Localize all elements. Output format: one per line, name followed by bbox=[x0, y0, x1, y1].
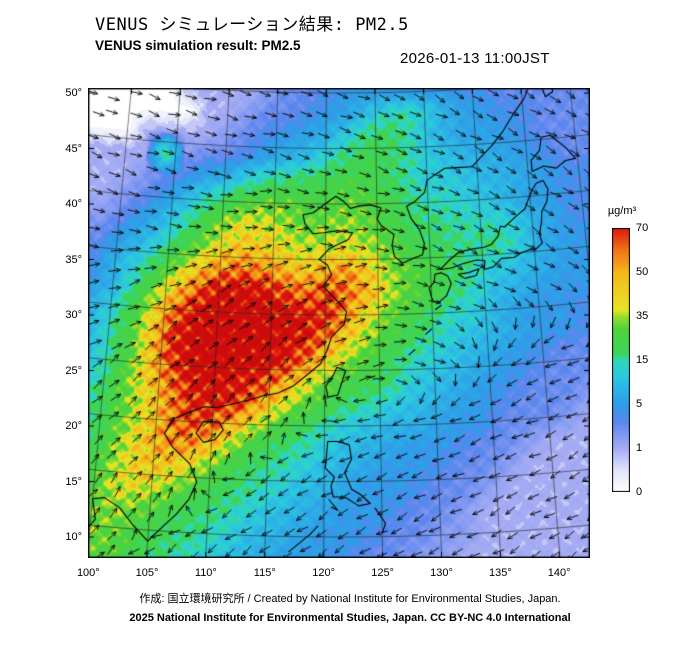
footer-credit: 作成: 国立環境研究所 / Created by National Instit… bbox=[139, 593, 561, 605]
lat-tick-label: 45° bbox=[65, 142, 82, 155]
map-plot: 50° 45° 40° 35° 30° 25° 20° 15° 10° 100° 105° 110°… bbox=[65, 87, 590, 579]
colorbar-tick-label: 35 bbox=[636, 310, 649, 322]
lat-tick-label: 25° bbox=[65, 364, 82, 377]
lat-tick-label: 40° bbox=[65, 198, 82, 210]
lon-tick-label: 140° bbox=[547, 567, 571, 579]
colorbar-tick-label: 0 bbox=[636, 486, 643, 498]
lat-tick-label: 20° bbox=[65, 420, 82, 432]
lon-tick-label: 100° bbox=[76, 567, 100, 579]
lon-tick-label: 110° bbox=[194, 567, 217, 579]
lat-tick-label: 50° bbox=[65, 87, 82, 99]
title-japanese: VENUS シミュレーション結果: PM2.5 bbox=[95, 15, 409, 35]
lat-tick-label: 35° bbox=[65, 253, 82, 266]
footer-license: 2025 National Institute for Environmenta… bbox=[129, 612, 571, 624]
lon-tick-label: 135° bbox=[488, 567, 512, 579]
lon-tick-label: 125° bbox=[371, 567, 394, 579]
timestamp: 2026-01-13 11:00JST bbox=[400, 50, 550, 67]
colorbar-gradient bbox=[612, 228, 630, 492]
colorbar-tick-label: 15 bbox=[636, 354, 649, 366]
lon-tick-label: 115° bbox=[253, 567, 276, 579]
lat-tick-label: 30° bbox=[65, 309, 82, 321]
colorbar-tick-label: 70 bbox=[636, 222, 649, 234]
colorbar-unit-label: µg/m³ bbox=[607, 205, 637, 217]
lon-tick-label: 105° bbox=[135, 567, 159, 579]
lat-tick-label: 10° bbox=[65, 531, 82, 543]
title-english: VENUS simulation result: PM2.5 bbox=[95, 38, 301, 53]
colorbar: µg/m³ 70 50 35 15 5 1 0 bbox=[608, 205, 648, 498]
lon-tick-label: 120° bbox=[312, 567, 336, 579]
lat-tick-label: 15° bbox=[65, 475, 82, 488]
colorbar-tick-label: 1 bbox=[636, 442, 643, 454]
colorbar-tick-label: 50 bbox=[636, 266, 649, 278]
map-canvas bbox=[88, 88, 590, 558]
lon-tick-label: 130° bbox=[430, 567, 453, 579]
colorbar-tick-label: 5 bbox=[636, 398, 643, 410]
